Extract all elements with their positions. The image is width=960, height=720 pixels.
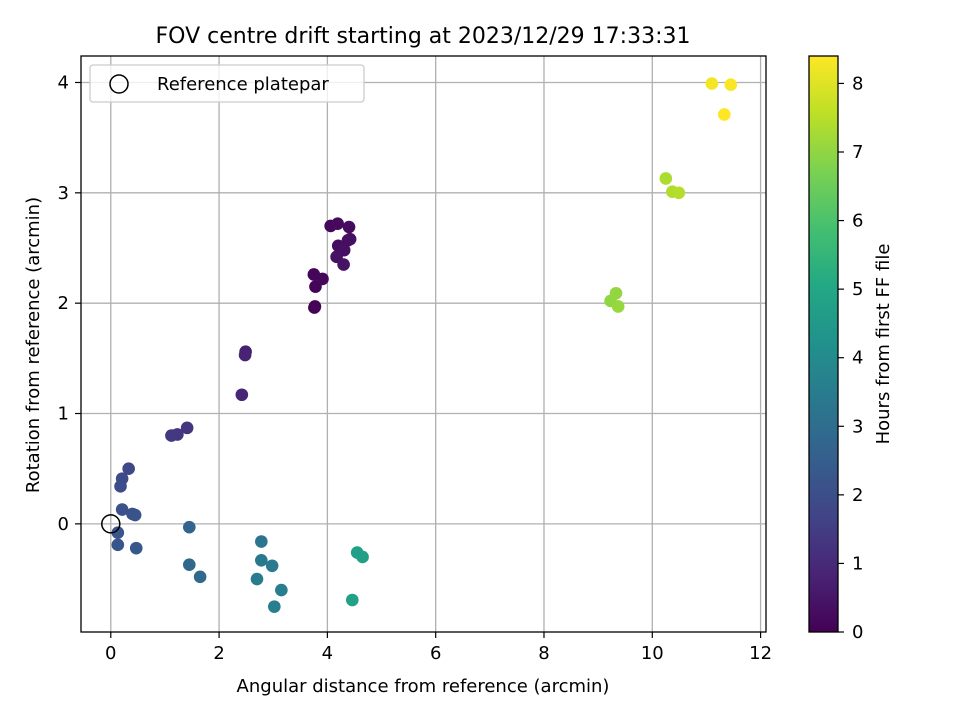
legend-box — [89, 64, 365, 103]
data-point — [122, 462, 135, 475]
data-point — [308, 300, 322, 313]
data-point — [115, 503, 129, 516]
colorbar-label: Hours from first FF file — [873, 244, 894, 445]
data-point — [180, 421, 194, 435]
data-point — [111, 538, 125, 552]
data-point — [128, 508, 142, 522]
x-tick-label: 10 — [641, 643, 664, 664]
colorbar-tick-label: 3 — [852, 416, 863, 437]
data-point — [250, 572, 264, 586]
colorbar-tick-label: 6 — [852, 211, 863, 232]
data-point — [724, 78, 738, 91]
colorbar-ticks: 0 1 2 3 4 5 6 7 8 — [838, 73, 863, 643]
data-point — [672, 186, 686, 200]
data-point — [183, 558, 196, 571]
y-tick-label: 0 — [58, 514, 69, 535]
colorbar-tick-label: 8 — [852, 73, 863, 94]
data-point — [129, 541, 143, 555]
colorbar-tick-label: 2 — [852, 485, 863, 506]
plot-frame — [80, 55, 767, 633]
legend-reference-marker — [109, 74, 129, 94]
data-point — [183, 520, 196, 534]
colorbar-tick-label: 4 — [852, 348, 863, 369]
data-point — [111, 526, 125, 539]
x-tick-label: 8 — [538, 643, 549, 664]
data-point — [238, 348, 252, 362]
colorbar-tick-label: 0 — [852, 622, 863, 643]
x-tick-label: 0 — [105, 643, 116, 664]
colorbar-tick-label: 1 — [852, 553, 863, 574]
data-point — [255, 553, 268, 567]
data-point — [343, 232, 357, 246]
data-point — [316, 272, 329, 286]
chart-title: FOV centre drift starting at 2023/12/29 … — [156, 24, 691, 49]
data-point — [235, 388, 249, 402]
y-tick-label: 1 — [58, 404, 69, 425]
reference-platepar-marker — [101, 514, 121, 534]
data-point — [165, 429, 178, 442]
colorbar: 0 1 2 3 4 5 6 7 8 Hours from first FF file — [808, 55, 894, 643]
x-tick-label: 12 — [749, 643, 772, 664]
colorbar-tick-label: 5 — [852, 279, 863, 300]
data-point — [611, 300, 625, 313]
data-point — [265, 559, 279, 573]
x-tick-label: 6 — [430, 643, 441, 664]
data-points — [111, 77, 738, 613]
y-tick-label: 2 — [58, 293, 69, 314]
data-point — [255, 535, 268, 548]
x-tick-label: 4 — [322, 643, 333, 664]
data-point — [268, 600, 281, 613]
data-point — [345, 593, 359, 607]
data-point — [275, 583, 288, 597]
data-point — [337, 258, 350, 271]
legend-label: Reference platepar — [157, 74, 329, 95]
y-tick-label: 4 — [58, 72, 69, 93]
plot-area — [81, 56, 766, 632]
y-axis-ticks: 0 1 2 3 4 — [58, 72, 81, 535]
data-point — [114, 480, 127, 493]
legend: Reference platepar — [89, 64, 365, 103]
colorbar-tick-label: 7 — [852, 142, 863, 163]
data-point — [659, 172, 673, 185]
data-point — [356, 550, 369, 564]
data-point — [331, 217, 344, 231]
data-point — [705, 77, 719, 90]
data-point — [193, 570, 207, 584]
colorbar-gradient — [808, 55, 839, 633]
x-axis-ticks: 0 2 4 6 8 10 12 — [105, 632, 772, 664]
data-point — [342, 220, 356, 234]
y-tick-label: 3 — [58, 183, 69, 204]
data-point — [609, 286, 623, 300]
x-axis-label: Angular distance from reference (arcmin) — [237, 676, 610, 697]
x-tick-label: 2 — [213, 643, 224, 664]
y-axis-label: Rotation from reference (arcmin) — [23, 197, 44, 493]
data-point — [718, 108, 731, 121]
